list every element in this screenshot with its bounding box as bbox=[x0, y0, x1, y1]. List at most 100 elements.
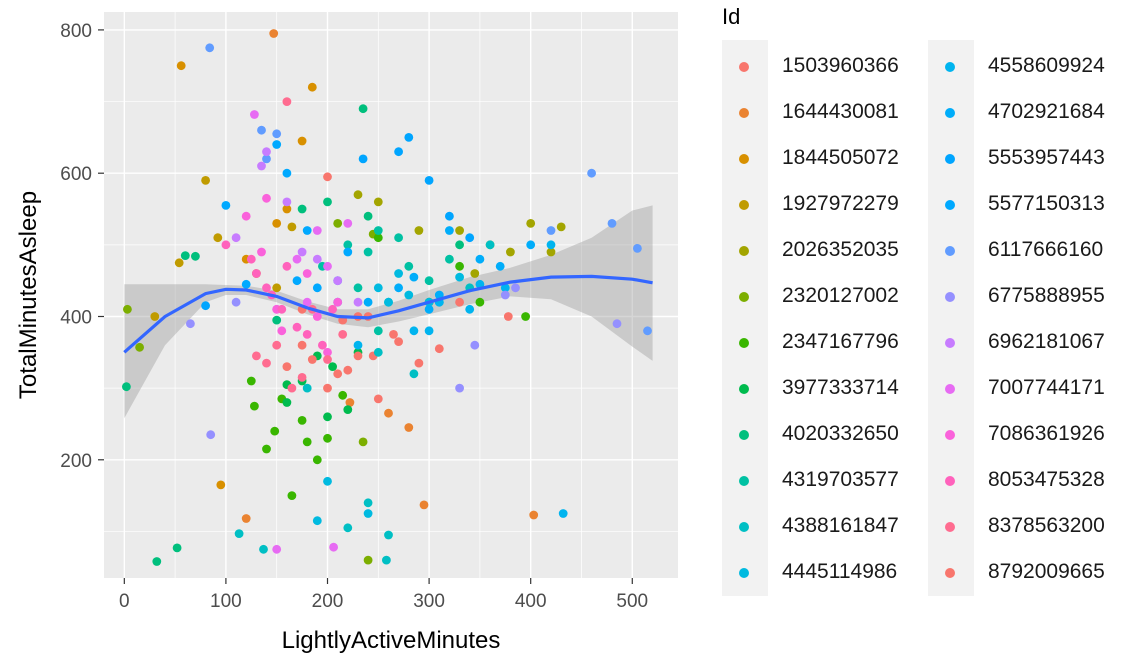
data-point bbox=[358, 104, 368, 114]
data-point bbox=[404, 261, 414, 271]
data-point bbox=[272, 140, 282, 149]
data-point bbox=[323, 172, 332, 182]
data-point bbox=[297, 373, 307, 382]
data-point bbox=[373, 197, 383, 207]
data-point bbox=[409, 326, 419, 336]
data-point bbox=[500, 283, 510, 293]
data-point bbox=[394, 337, 403, 346]
data-point bbox=[176, 61, 186, 71]
legend-label: 8378563200 bbox=[988, 514, 1105, 537]
y-tick-label: 800 bbox=[60, 21, 92, 42]
data-point bbox=[221, 201, 231, 210]
data-point bbox=[221, 240, 231, 250]
data-point bbox=[500, 290, 510, 300]
data-point bbox=[333, 369, 343, 379]
data-point bbox=[186, 319, 195, 329]
data-point bbox=[394, 269, 403, 278]
x-tick-label: 400 bbox=[515, 591, 547, 612]
data-point bbox=[287, 383, 297, 393]
legend-label: 7086361926 bbox=[988, 422, 1105, 445]
legend-label: 6775888955 bbox=[988, 284, 1105, 307]
data-point bbox=[282, 197, 292, 207]
data-point bbox=[174, 258, 184, 268]
legend-label: 1927972279 bbox=[782, 192, 899, 215]
data-point bbox=[353, 351, 363, 361]
data-point bbox=[373, 347, 383, 357]
data-point bbox=[343, 247, 353, 257]
data-point bbox=[302, 269, 312, 278]
legend-label: 2347167796 bbox=[782, 330, 899, 353]
data-point bbox=[272, 129, 282, 139]
smooth-line bbox=[123, 274, 653, 354]
legend-key bbox=[739, 246, 749, 256]
data-point bbox=[302, 330, 312, 339]
data-point bbox=[292, 276, 302, 286]
data-point bbox=[297, 416, 307, 425]
data-point bbox=[546, 240, 556, 250]
legend-label: 6962181067 bbox=[988, 330, 1105, 353]
data-point bbox=[506, 247, 515, 257]
data-point bbox=[333, 297, 343, 307]
legend-key bbox=[739, 108, 749, 118]
data-point bbox=[455, 240, 464, 250]
data-point bbox=[297, 247, 307, 257]
x-tick-label: 300 bbox=[413, 591, 445, 612]
data-point bbox=[445, 226, 454, 235]
data-point bbox=[455, 261, 464, 271]
legend-label: 4388161847 bbox=[782, 514, 899, 537]
data-point bbox=[323, 412, 332, 422]
x-tick-label: 500 bbox=[616, 591, 648, 612]
data-point bbox=[302, 383, 312, 393]
data-point bbox=[231, 297, 241, 307]
data-point bbox=[338, 330, 348, 339]
data-point bbox=[272, 340, 282, 350]
y-tick-label: 400 bbox=[60, 307, 92, 328]
data-point bbox=[216, 480, 226, 490]
data-point bbox=[277, 326, 287, 336]
data-point bbox=[353, 340, 363, 350]
data-point bbox=[205, 43, 215, 53]
data-point bbox=[241, 279, 251, 289]
legend-key bbox=[739, 62, 749, 72]
data-point bbox=[292, 254, 302, 264]
data-point bbox=[353, 190, 363, 200]
data-point bbox=[323, 347, 332, 357]
data-point bbox=[262, 444, 271, 454]
legend-label: 3977333714 bbox=[782, 376, 899, 399]
data-point bbox=[394, 147, 403, 157]
data-point bbox=[297, 136, 307, 146]
data-point bbox=[312, 254, 322, 264]
data-point bbox=[587, 168, 596, 178]
data-point bbox=[257, 161, 266, 171]
data-point bbox=[333, 219, 343, 228]
data-point bbox=[455, 272, 464, 282]
data-point bbox=[384, 408, 393, 418]
data-point bbox=[556, 222, 566, 232]
data-point bbox=[445, 254, 454, 264]
x-tick-label: 100 bbox=[210, 591, 242, 612]
legend-label: 1503960366 bbox=[782, 54, 899, 77]
data-point bbox=[373, 233, 383, 243]
data-point bbox=[465, 233, 475, 243]
legend-key bbox=[739, 292, 749, 302]
data-point bbox=[277, 304, 287, 314]
legend-key bbox=[945, 430, 955, 440]
data-point bbox=[282, 398, 292, 407]
data-point bbox=[404, 290, 414, 300]
legend-key bbox=[945, 522, 955, 532]
data-point bbox=[384, 297, 393, 307]
data-point bbox=[612, 319, 622, 329]
data-point bbox=[323, 433, 332, 443]
data-point bbox=[521, 312, 530, 321]
data-point bbox=[262, 154, 271, 164]
x-tick-label: 200 bbox=[312, 591, 344, 612]
data-point bbox=[257, 125, 266, 135]
data-point bbox=[404, 133, 414, 142]
legend-column-1 bbox=[722, 40, 768, 596]
data-point bbox=[262, 193, 271, 203]
data-point bbox=[455, 226, 464, 235]
legend-label: 8053475328 bbox=[988, 468, 1105, 491]
data-point bbox=[546, 226, 556, 235]
data-point bbox=[343, 240, 353, 250]
data-point bbox=[409, 369, 419, 379]
